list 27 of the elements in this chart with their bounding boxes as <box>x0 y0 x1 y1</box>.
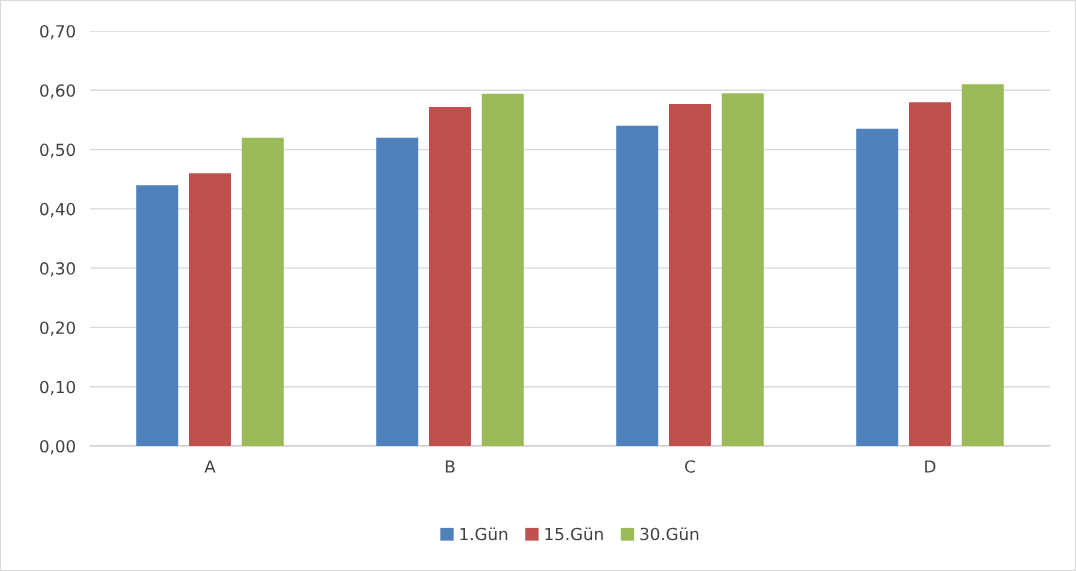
legend-label: 1.Gün <box>460 527 508 541</box>
bar <box>616 125 659 446</box>
bar <box>376 137 419 446</box>
bar <box>909 102 951 446</box>
y-tick-label: 0,10 <box>40 380 75 395</box>
y-tick-label: 0,40 <box>40 202 75 218</box>
bar <box>429 106 471 446</box>
y-tick-label: 0,50 <box>40 143 75 158</box>
x-tick-label: C <box>685 460 695 473</box>
bar <box>189 173 231 446</box>
y-tick-label: 0,00 <box>40 439 75 455</box>
y-tick-label: 0,60 <box>40 84 75 99</box>
x-tick-label: D <box>925 460 936 473</box>
y-tick-label: 0,20 <box>40 321 75 336</box>
x-tick-label: A <box>204 460 216 473</box>
legend-label: 30.Gün <box>640 527 699 541</box>
bar <box>481 93 524 446</box>
y-tick-label: 0,30 <box>40 262 75 277</box>
bar <box>136 185 179 446</box>
bar <box>856 128 899 446</box>
bar <box>721 93 764 446</box>
x-tick-label: B <box>445 460 455 473</box>
y-tick-label: 0,70 <box>40 24 75 40</box>
legend-label: 15.Gün <box>545 527 603 541</box>
bar <box>961 84 1004 446</box>
bar <box>669 103 711 446</box>
bar <box>241 137 284 446</box>
